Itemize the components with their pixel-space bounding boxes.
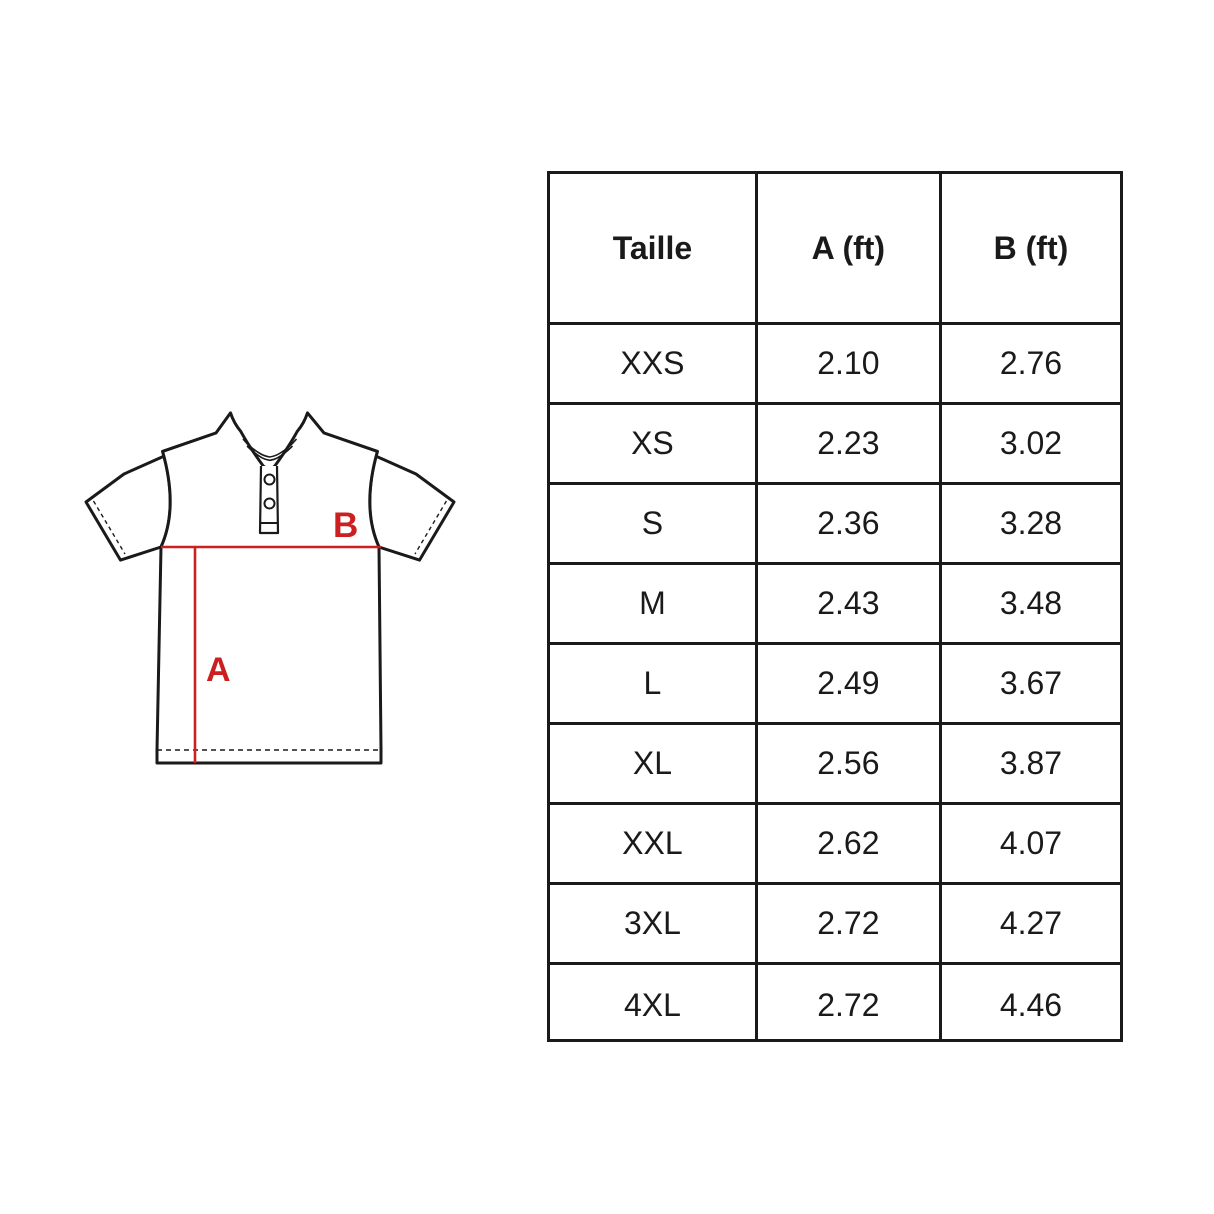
svg-text:B: B xyxy=(333,506,358,545)
svg-text:A: A xyxy=(206,651,231,689)
